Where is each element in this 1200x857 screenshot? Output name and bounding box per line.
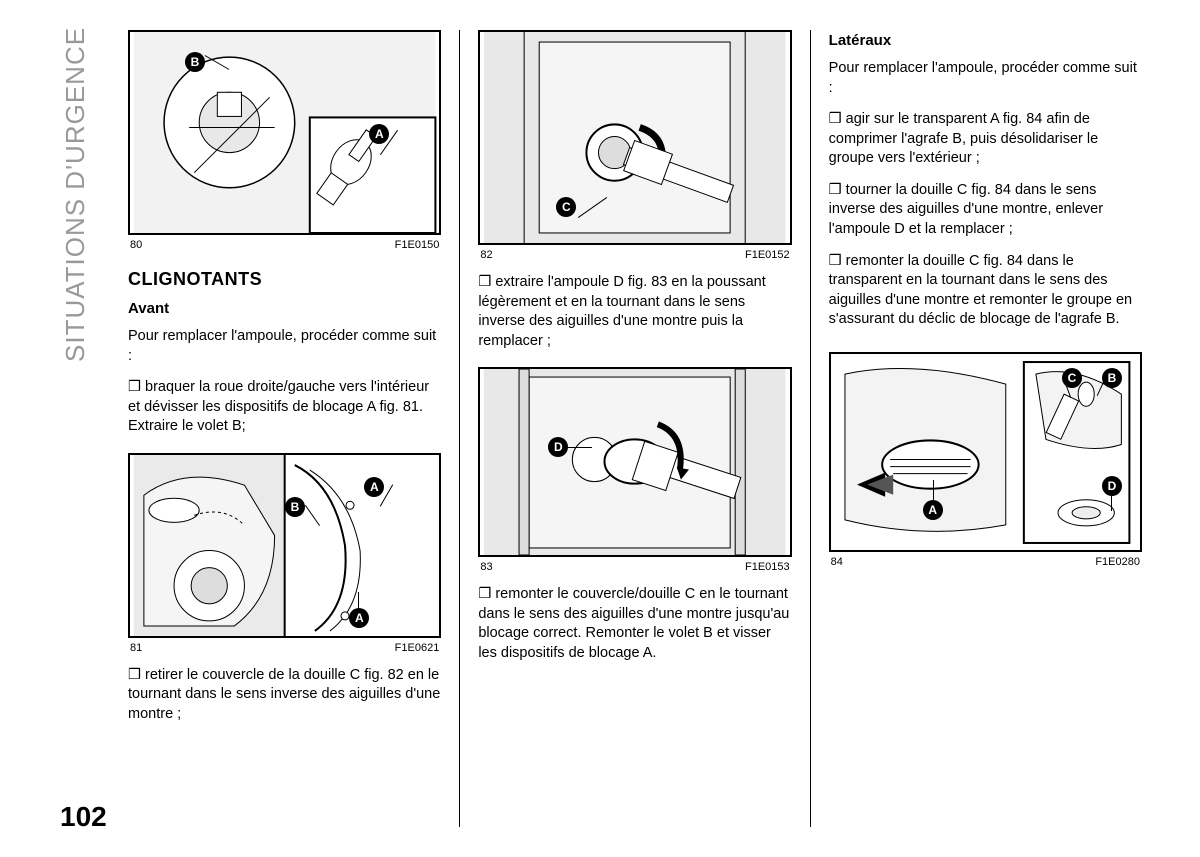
figure-82-caption: 82 F1E0152 [478,249,791,261]
paragraph: ❒ agir sur le transparent A fig. 84 afin… [829,110,1142,169]
figure-83-caption: 83 F1E0153 [478,561,791,573]
column-1: B A 80 F1E0150 CLIGNOTANTS Avant Pour re… [110,30,459,827]
figure-80-caption: 80 F1E0150 [128,239,441,251]
fig-num: 80 [130,239,142,251]
figure-82-art [480,32,789,243]
callout-B: B [1102,368,1122,388]
figure-83-art [480,369,789,555]
side-section-title: SITUATIONS D'URGENCE [60,27,91,362]
fig-num: 81 [130,642,142,654]
fig-code: F1E0153 [745,561,790,573]
figure-83: D [478,367,791,557]
figure-81: A B A [128,453,441,638]
paragraph: ❒ remonter la douille C fig. 84 dans le … [829,252,1142,330]
subheading-avant: Avant [128,300,441,317]
subheading-lateraux: Latéraux [829,32,1142,49]
paragraph: Pour remplacer l'ampoule, procéder comme… [829,59,1142,98]
fig-code: F1E0150 [395,239,440,251]
fig-code: F1E0152 [745,249,790,261]
column-2: C 82 F1E0152 ❒ extraire l'ampoule D fig.… [459,30,809,827]
figure-84-art [831,354,1140,550]
paragraph: ❒ retirer le couvercle de la douille C f… [128,666,441,725]
manual-page: SITUATIONS D'URGENCE [0,0,1200,857]
fig-code: F1E0621 [395,642,440,654]
figure-81-caption: 81 F1E0621 [128,642,441,654]
paragraph: Pour remplacer l'ampoule, procéder comme… [128,327,441,366]
paragraph: ❒ braquer la roue droite/gauche vers l'i… [128,378,441,437]
figure-80: B A [128,30,441,235]
side-title-text: SITUATIONS D'URGENCE [60,27,90,362]
callout-B: B [185,52,205,72]
fig-code: F1E0280 [1095,556,1140,568]
section-heading: CLIGNOTANTS [128,269,441,290]
callout-B: B [285,497,305,517]
content-columns: B A 80 F1E0150 CLIGNOTANTS Avant Pour re… [110,30,1160,827]
figure-81-art [130,455,439,636]
figure-82: C [478,30,791,245]
fig-num: 82 [480,249,492,261]
column-3: Latéraux Pour remplacer l'ampoule, procé… [810,30,1160,827]
figure-84: B C A D [829,352,1142,552]
callout-D: D [1102,476,1122,496]
page-number: 102 [60,801,107,833]
figure-80-art [130,32,439,233]
figure-84-caption: 84 F1E0280 [829,556,1142,568]
fig-num: 84 [831,556,843,568]
callout-A: A [923,500,943,520]
paragraph: ❒ tourner la douille C fig. 84 dans le s… [829,181,1142,240]
fig-num: 83 [480,561,492,573]
paragraph: ❒ remonter le couvercle/douille C en le … [478,585,791,663]
paragraph: ❒ extraire l'ampoule D fig. 83 en la pou… [478,273,791,351]
